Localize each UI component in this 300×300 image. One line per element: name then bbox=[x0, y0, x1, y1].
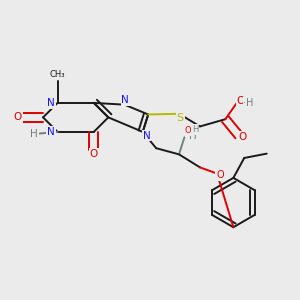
Text: O: O bbox=[14, 112, 22, 122]
Text: O: O bbox=[238, 132, 247, 142]
Text: N: N bbox=[47, 98, 55, 108]
Text: CH₃: CH₃ bbox=[50, 70, 65, 79]
Text: O: O bbox=[236, 96, 245, 106]
Text: H: H bbox=[30, 129, 38, 139]
Text: N: N bbox=[142, 130, 150, 140]
Text: H: H bbox=[188, 130, 196, 140]
Text: N: N bbox=[122, 95, 129, 105]
Text: N: N bbox=[47, 127, 55, 137]
Text: O: O bbox=[185, 126, 191, 135]
Text: S: S bbox=[176, 113, 184, 123]
Text: ·H: ·H bbox=[243, 98, 254, 108]
Text: O: O bbox=[90, 148, 98, 159]
Text: O: O bbox=[216, 170, 224, 180]
Text: H: H bbox=[192, 125, 199, 134]
